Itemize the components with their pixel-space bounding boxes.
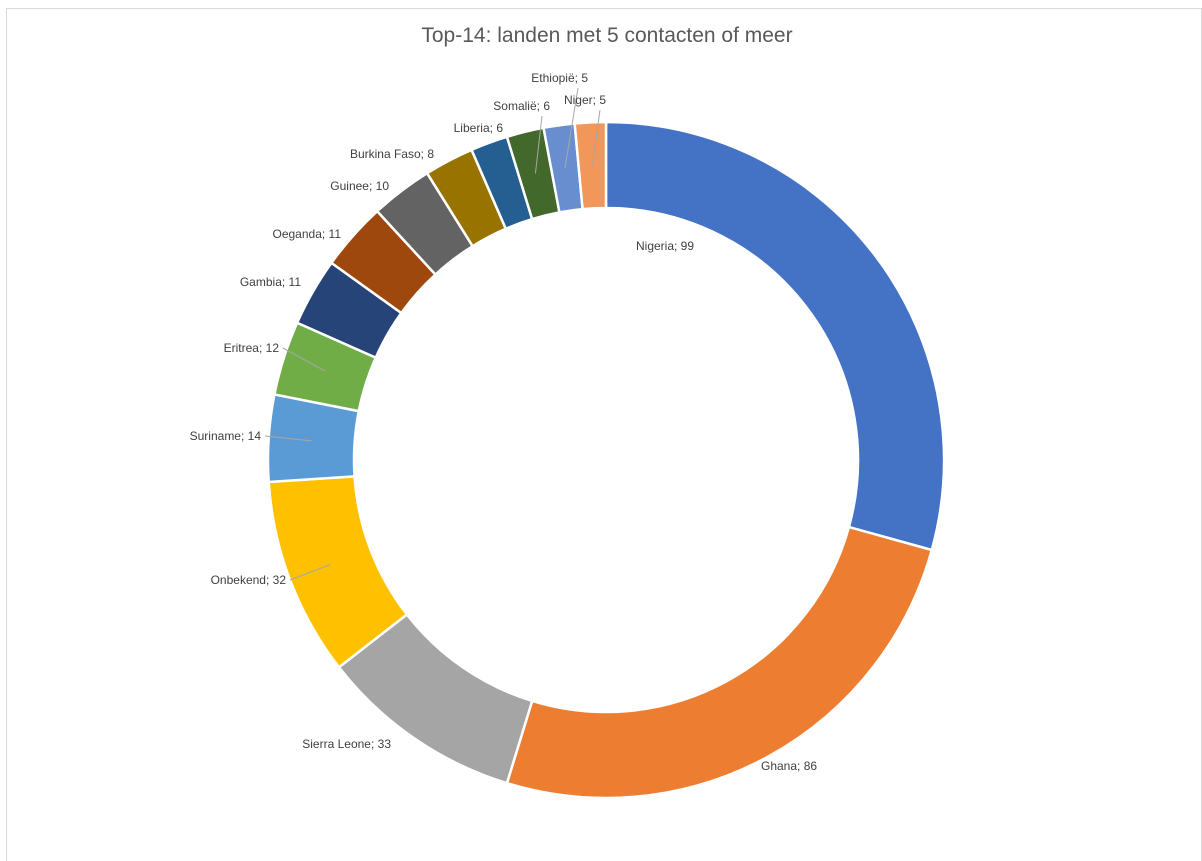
data-label: Ghana; 86 bbox=[761, 759, 817, 773]
data-label: Sierra Leone; 33 bbox=[302, 737, 391, 751]
leader-line bbox=[534, 115, 543, 174]
slice-niger bbox=[573, 120, 608, 211]
data-label: Gambia; 11 bbox=[240, 275, 301, 289]
leader-lines-group bbox=[264, 87, 601, 581]
data-label: Oeganda; 11 bbox=[272, 227, 341, 241]
slices-group bbox=[266, 120, 946, 800]
chart-title: Top-14: landen met 5 contacten of meer bbox=[421, 24, 793, 47]
leader-line bbox=[264, 435, 312, 442]
data-label: Niger; 5 bbox=[564, 93, 606, 107]
leader-line bbox=[564, 87, 579, 168]
data-label: Burkina Faso; 8 bbox=[350, 147, 434, 161]
data-label: Onbekend; 32 bbox=[211, 573, 287, 587]
data-labels-group: Nigeria; 99 Ghana; 86 Sierra Leone; 33 Onbe… bbox=[190, 71, 818, 773]
data-label: Nigeria; 99 bbox=[636, 239, 694, 253]
data-label: Somalië; 6 bbox=[493, 99, 550, 113]
slice-nigeria bbox=[604, 120, 946, 552]
data-label: Guinee; 10 bbox=[330, 179, 389, 193]
leader-line bbox=[289, 564, 331, 581]
data-label: Eritrea; 12 bbox=[224, 341, 280, 355]
leader-line bbox=[282, 347, 326, 372]
data-label: Ethiopië; 5 bbox=[531, 71, 588, 85]
slice-ghana bbox=[505, 525, 934, 800]
data-label: Liberia; 6 bbox=[454, 121, 504, 135]
leader-line bbox=[591, 109, 601, 166]
data-label: Suriname; 14 bbox=[190, 429, 262, 443]
